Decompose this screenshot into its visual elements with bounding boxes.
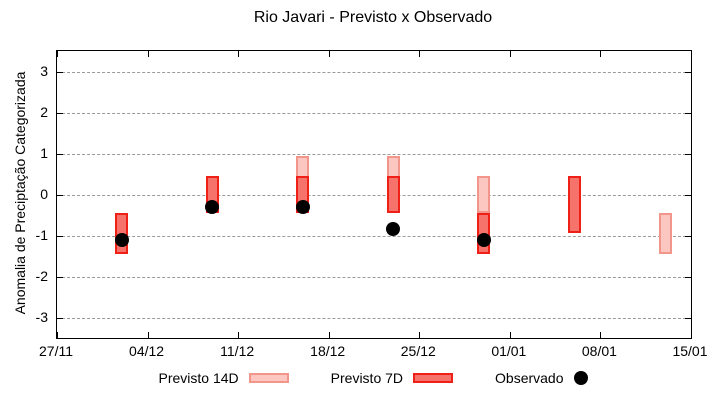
y-tick-mark bbox=[685, 317, 691, 319]
x-tick-mark bbox=[691, 332, 692, 338]
observado-point bbox=[205, 199, 220, 214]
x-tick-mark bbox=[419, 51, 421, 57]
x-tick-label: 15/01 bbox=[672, 343, 708, 359]
gridline bbox=[57, 153, 691, 155]
x-tick-mark bbox=[147, 51, 149, 57]
legend-entry-previsto-14d: Previsto 14D bbox=[159, 370, 289, 386]
chart-title: Rio Javari - Previsto x Observado bbox=[253, 9, 493, 26]
observado-point bbox=[476, 232, 491, 247]
gridline bbox=[57, 317, 691, 319]
observado-point bbox=[386, 222, 401, 237]
y-tick-mark bbox=[685, 194, 691, 196]
x-tick-label: 25/12 bbox=[400, 343, 436, 359]
y-tick-mark bbox=[685, 71, 691, 73]
x-tick-label: 08/01 bbox=[581, 343, 617, 359]
x-tick-mark bbox=[509, 332, 511, 338]
gridline bbox=[57, 276, 691, 278]
x-tick-mark bbox=[328, 332, 330, 338]
observado-dot-icon bbox=[573, 371, 588, 385]
previsto-14d-bar bbox=[477, 176, 491, 213]
x-tick-mark bbox=[57, 51, 58, 57]
y-tick-mark bbox=[685, 112, 691, 114]
previsto-7d-bar bbox=[386, 176, 400, 213]
legend-label-previsto-7d: Previsto 7D bbox=[330, 370, 404, 386]
legend-label-previsto-14d: Previsto 14D bbox=[158, 370, 239, 386]
previsto-14d-swatch-icon bbox=[248, 373, 289, 383]
y-tick-label: 0 bbox=[40, 185, 48, 202]
previsto-14d-bar bbox=[658, 212, 672, 254]
legend-entry-observado: Observado bbox=[495, 370, 588, 386]
x-tick-mark bbox=[328, 51, 330, 57]
y-tick-mark bbox=[57, 317, 63, 319]
x-tick-mark bbox=[238, 332, 240, 338]
x-tick-label: 11/12 bbox=[220, 343, 255, 359]
gridline bbox=[57, 235, 691, 237]
x-tick-mark bbox=[147, 332, 149, 338]
y-tick-mark bbox=[685, 235, 691, 237]
x-tick-mark bbox=[691, 51, 692, 57]
previsto-7d-swatch-icon bbox=[413, 373, 454, 383]
y-tick-label: 1 bbox=[40, 144, 48, 161]
y-tick-label: -2 bbox=[35, 267, 48, 284]
legend-label-observado: Observado bbox=[495, 370, 564, 386]
x-tick-label: 27/11 bbox=[39, 343, 73, 359]
y-tick-mark bbox=[57, 235, 63, 237]
y-tick-label: 3 bbox=[40, 62, 48, 79]
y-tick-label: -1 bbox=[35, 226, 48, 243]
x-tick-label: 01/01 bbox=[491, 343, 527, 359]
y-tick-mark bbox=[57, 276, 63, 278]
x-tick-mark bbox=[57, 332, 58, 338]
y-tick-mark bbox=[57, 153, 63, 155]
y-tick-mark bbox=[57, 194, 63, 196]
x-tick-mark bbox=[509, 51, 511, 57]
y-tick-mark bbox=[685, 276, 691, 278]
x-tick-mark bbox=[238, 51, 240, 57]
plot-area bbox=[56, 50, 692, 339]
previsto-7d-bar bbox=[568, 176, 582, 234]
x-tick-mark bbox=[600, 332, 602, 338]
y-tick-label: 2 bbox=[40, 103, 48, 120]
y-tick-mark bbox=[57, 71, 63, 73]
x-tick-mark bbox=[419, 332, 421, 338]
y-tick-mark bbox=[685, 153, 691, 155]
x-tick-label: 18/12 bbox=[310, 343, 346, 359]
legend-entry-previsto-7d: Previsto 7D bbox=[330, 370, 454, 386]
legend: Previsto 14D Previsto 7D Observado bbox=[56, 370, 690, 386]
y-tick-label: -3 bbox=[35, 308, 48, 325]
x-tick-mark bbox=[600, 51, 602, 57]
observado-point bbox=[295, 199, 310, 214]
gridline bbox=[57, 112, 691, 114]
y-tick-mark bbox=[57, 112, 63, 114]
gridline bbox=[57, 71, 691, 73]
gridline bbox=[57, 194, 691, 196]
x-tick-label: 04/12 bbox=[129, 343, 165, 359]
observado-point bbox=[114, 232, 129, 247]
